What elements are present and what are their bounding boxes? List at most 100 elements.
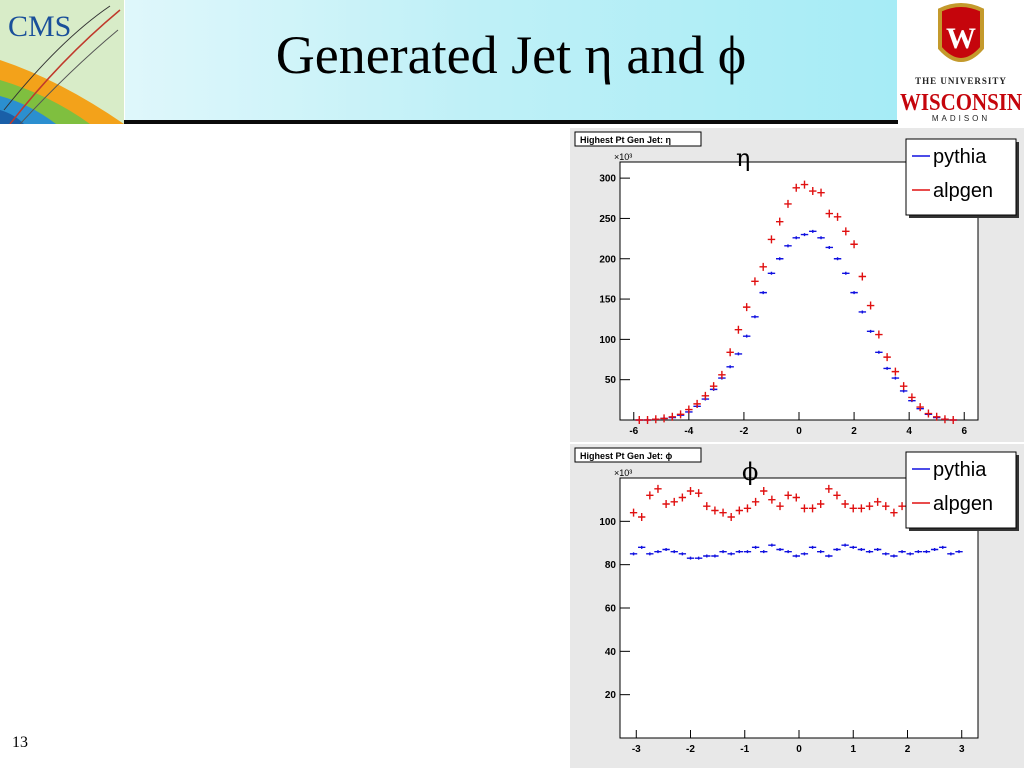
phi-point-pythia	[776, 548, 784, 551]
phi-point-alpgen	[719, 508, 727, 517]
phi-point-pythia	[882, 552, 890, 556]
eta-point-alpgen	[883, 353, 891, 362]
phi-point-alpgen	[882, 502, 890, 511]
eta-point-pythia	[817, 236, 825, 240]
phi-point-pythia	[906, 552, 914, 556]
eta-point-alpgen	[809, 187, 817, 196]
eta-point-alpgen	[891, 367, 900, 376]
phi-ytick-label: 40	[605, 647, 617, 658]
phi-point-alpgen	[817, 500, 825, 508]
phi-symbol: ϕ	[742, 458, 759, 486]
eta-point-alpgen	[924, 409, 933, 418]
eta-point-pythia	[742, 334, 751, 338]
eta-point-alpgen	[668, 412, 677, 421]
eta-ytick-label: 200	[599, 254, 616, 265]
eta-point-pythia	[858, 310, 867, 314]
phi-point-pythia	[760, 550, 768, 554]
phi-point-alpgen	[670, 497, 678, 506]
eta-point-alpgen	[817, 188, 825, 197]
phi-point-alpgen	[833, 491, 841, 500]
phi-point-alpgen	[849, 504, 857, 513]
eta-point-alpgen	[858, 272, 867, 281]
phi-ytick-label: 60	[605, 604, 617, 615]
eta-point-pythia	[825, 245, 834, 249]
phi-ytick-label: 100	[599, 517, 616, 528]
phi-point-alpgen	[841, 500, 849, 508]
eta-point-alpgen	[759, 262, 767, 271]
eta-legend	[905, 138, 1017, 216]
eta-point-alpgen	[751, 277, 759, 286]
phi-point-pythia	[654, 550, 662, 554]
phi-point-alpgen	[654, 484, 662, 493]
phi-plot: Highest Pt Gen Jet: ϕ ×10³ 20 40 60 80 100 -3 -2…	[570, 444, 1024, 768]
eta-point-alpgen	[866, 301, 875, 310]
phi-point-alpgen	[800, 504, 809, 513]
phi-point-alpgen	[735, 506, 743, 515]
phi-point-alpgen	[792, 493, 800, 502]
phi-ytick-label: 20	[605, 690, 617, 701]
phi-point-alpgen	[784, 491, 792, 500]
phi-point-pythia	[646, 552, 654, 556]
phi-point-pythia	[703, 554, 711, 558]
eta-point-alpgen	[899, 382, 908, 391]
eta-point-pythia	[883, 366, 891, 370]
eta-point-alpgen	[660, 414, 668, 423]
phi-ytick-label: 80	[605, 560, 617, 571]
eta-point-pythia	[866, 329, 875, 333]
eta-point-alpgen	[767, 235, 776, 244]
uw-line3: MADISON	[932, 114, 990, 123]
slide-number: 13	[12, 734, 28, 751]
phi-point-alpgen	[865, 502, 874, 511]
eta-point-alpgen	[709, 382, 718, 391]
eta-point-alpgen	[776, 217, 784, 226]
phi-multiplier: ×10³	[614, 468, 632, 478]
phi-point-pythia	[955, 550, 963, 554]
eta-multiplier: ×10³	[614, 152, 632, 162]
phi-point-pythia	[808, 545, 817, 549]
phi-point-alpgen	[646, 491, 654, 500]
eta-point-alpgen	[652, 415, 660, 424]
cms-logo: CMS	[0, 0, 124, 124]
phi-xtick-label: -3	[632, 744, 641, 755]
eta-ytick-label: 250	[599, 214, 616, 225]
phi-point-alpgen	[678, 493, 687, 502]
phi-point-alpgen	[808, 504, 817, 513]
eta-point-alpgen	[908, 393, 916, 402]
phi-point-pythia	[930, 548, 939, 551]
eta-point-pythia	[792, 236, 800, 240]
phi-xtick-label: 3	[959, 744, 965, 755]
phi-legend-label-alpgen: alpgen	[933, 493, 993, 515]
phi-point-pythia	[743, 550, 752, 554]
phi-series-pythia	[629, 543, 963, 560]
phi-point-alpgen	[768, 495, 776, 504]
phi-point-pythia	[670, 550, 678, 554]
eta-point-alpgen	[734, 325, 743, 334]
phi-point-pythia	[751, 545, 760, 549]
eta-point-pythia	[734, 352, 743, 356]
eta-ytick-label: 100	[599, 335, 616, 346]
eta-point-alpgen	[800, 180, 809, 189]
eta-point-pythia	[759, 291, 767, 295]
eta-ytick-label: 150	[599, 295, 616, 306]
eta-point-alpgen	[916, 403, 924, 412]
eta-symbol: η	[736, 144, 751, 172]
phi-point-pythia	[727, 552, 735, 556]
eta-legend-label-pythia: pythia	[933, 146, 987, 168]
phi-point-pythia	[711, 554, 719, 558]
eta-legend-label-alpgen: alpgen	[933, 180, 993, 202]
phi-point-pythia	[914, 550, 922, 554]
eta-point-alpgen	[742, 303, 751, 312]
phi-point-alpgen	[873, 497, 882, 506]
phi-point-pythia	[629, 552, 638, 556]
eta-xtick-label: 4	[906, 426, 912, 437]
eta-point-alpgen	[643, 416, 652, 424]
eta-ytick-label: 300	[599, 174, 616, 185]
phi-point-pythia	[735, 550, 743, 554]
eta-point-alpgen	[701, 391, 710, 400]
phi-point-alpgen	[776, 502, 784, 511]
phi-point-pythia	[792, 554, 800, 558]
eta-chart-svg: Highest Pt Gen Jet: η ×10³ 50 100 150 200 250 3…	[570, 128, 1024, 442]
phi-point-pythia	[947, 552, 955, 556]
slide-header: CMS W THE UNIVERSITY WISCONSIN MADISON G…	[0, 0, 1024, 124]
eta-point-alpgen	[850, 240, 858, 249]
